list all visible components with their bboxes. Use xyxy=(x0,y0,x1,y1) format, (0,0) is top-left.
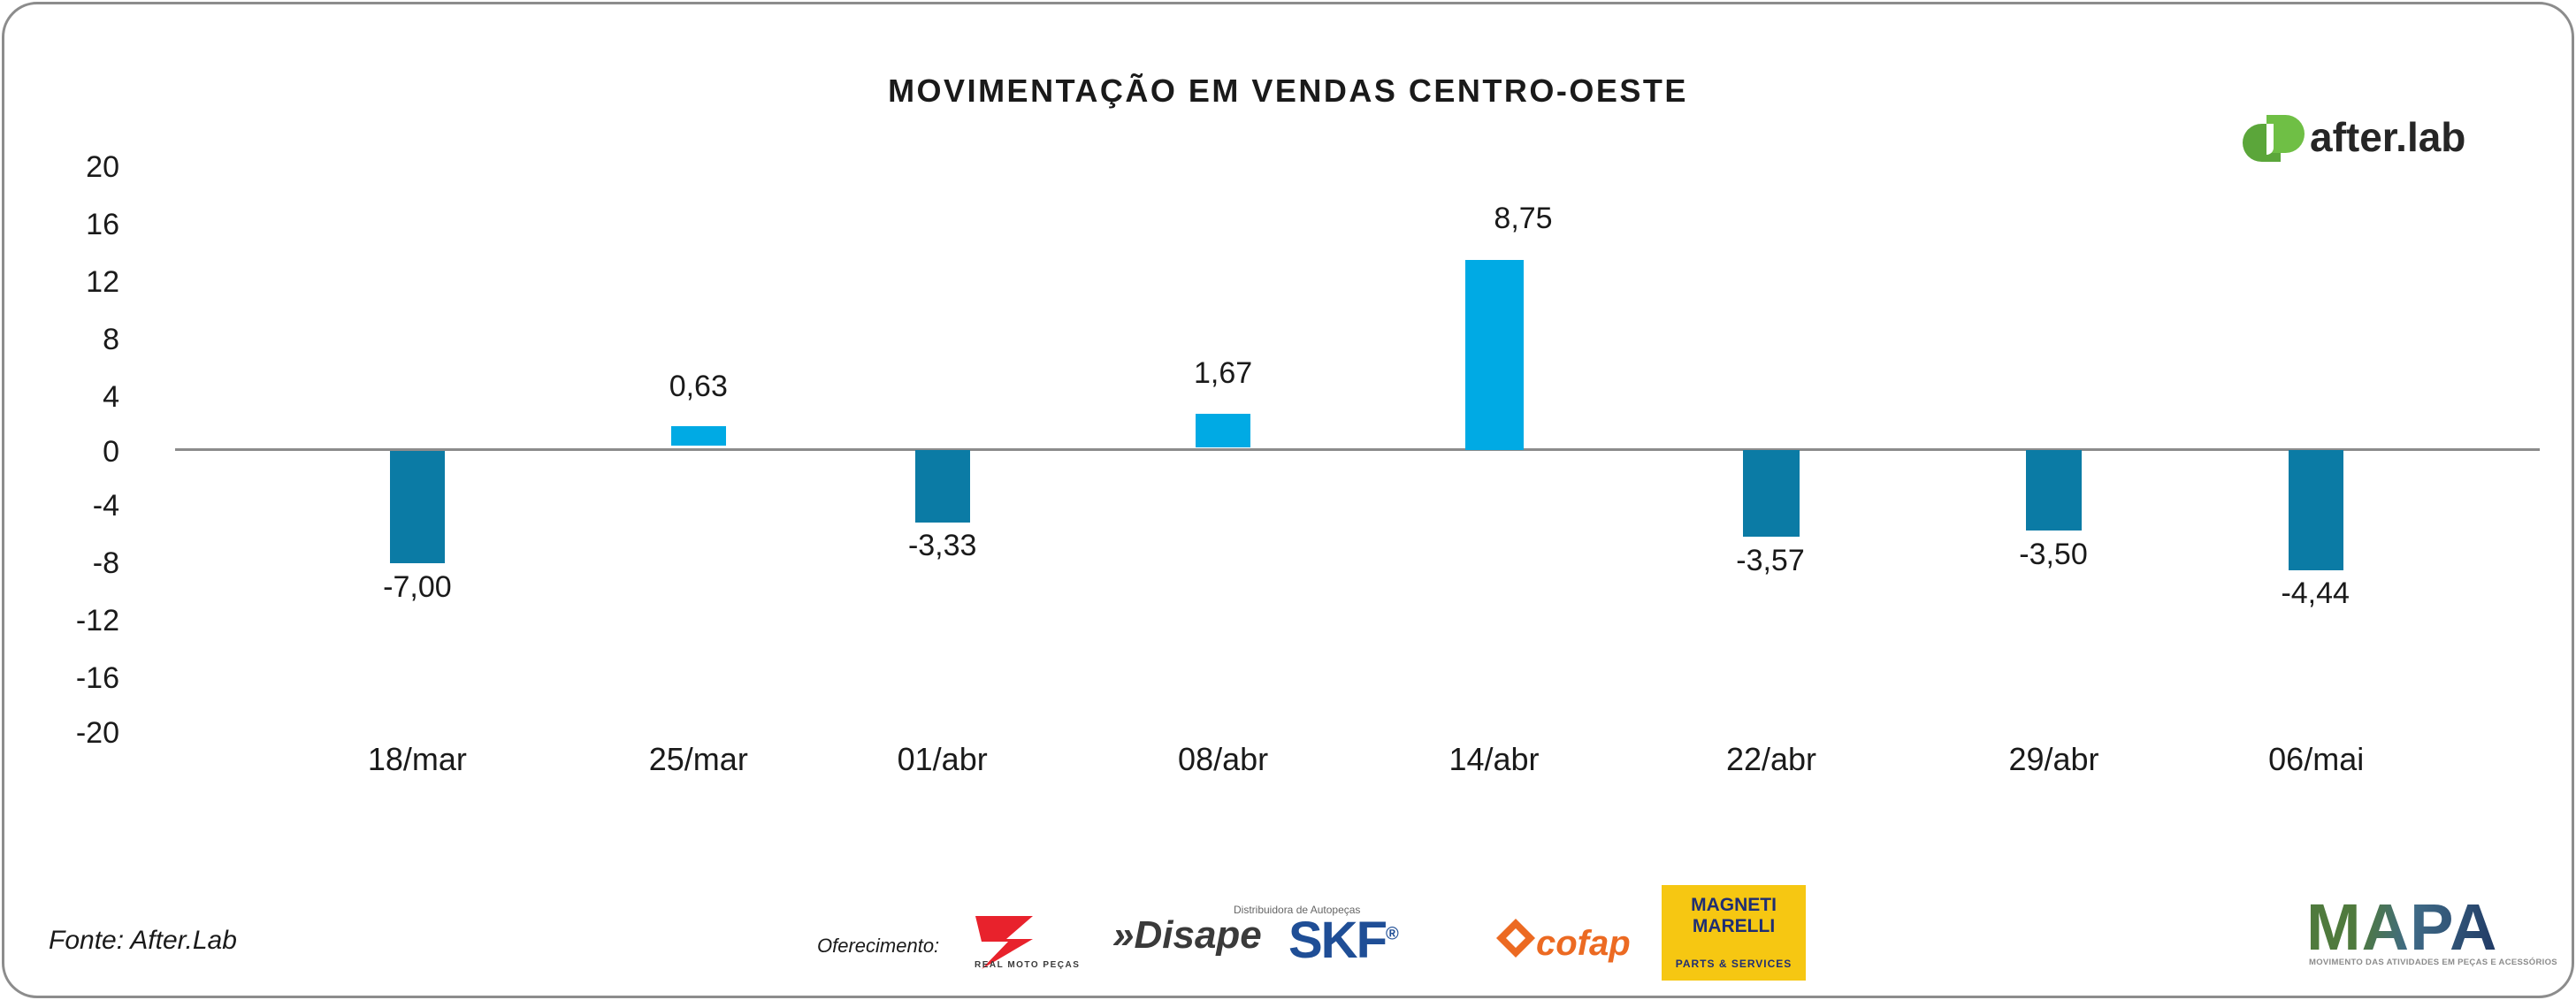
svg-text:REAL MOTO PEÇAS: REAL MOTO PEÇAS xyxy=(975,960,1080,970)
